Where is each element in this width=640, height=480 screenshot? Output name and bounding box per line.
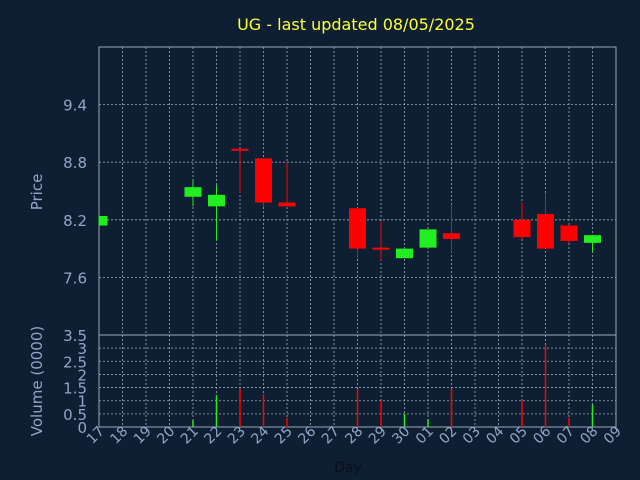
volume-bars — [192, 345, 594, 427]
candle-body — [255, 158, 272, 203]
candle-body — [372, 247, 390, 250]
candle-body — [349, 208, 366, 249]
candle-body — [396, 248, 413, 259]
volume-bar — [380, 400, 382, 427]
price-tick-label: 8.2 — [63, 212, 87, 230]
volume-bar — [521, 400, 523, 427]
candle-body — [231, 148, 249, 151]
volume-bar — [215, 395, 218, 427]
volume-tick-label: 1 — [77, 393, 87, 411]
chart-title: UG - last updated 08/05/2025 — [237, 15, 475, 34]
volume-bar — [450, 388, 453, 427]
candle-body — [184, 187, 202, 197]
price-axis-label: Price — [28, 174, 46, 211]
candle-body — [99, 215, 108, 226]
x-axis-ticks: 17 18 19 20 21 22 23 24 25 26 27 28 29 30 01 02 03 04 05 06… — [84, 423, 625, 447]
volume-bar — [544, 345, 547, 427]
volume-y-ticks: 3.532.521.510.50 — [63, 327, 87, 437]
candle-body — [419, 229, 437, 248]
volume-bar — [427, 419, 429, 427]
candle-body — [513, 219, 531, 238]
volume-bar — [591, 404, 594, 427]
candle-body — [208, 194, 225, 207]
candle-body — [537, 214, 554, 249]
price-tick-label: 9.4 — [63, 97, 87, 115]
volume-tick-label: 3.5 — [63, 327, 87, 345]
volume-tick-label: 2 — [77, 366, 87, 384]
candle-body — [443, 233, 460, 239]
volume-bar — [262, 394, 265, 427]
volume-bar — [403, 413, 406, 427]
x-axis-label: Day — [334, 460, 362, 476]
volume-tick-label: 1.5 — [63, 380, 87, 398]
candle-body — [560, 225, 578, 241]
price-tick-label: 7.6 — [63, 269, 87, 287]
volume-tick-label: 3 — [77, 340, 87, 358]
volume-tick-label: 2.5 — [63, 353, 87, 371]
price-y-ticks: 9.4 8.8 8.2 7.6 — [63, 97, 87, 288]
candle-body — [584, 235, 601, 243]
price-candles — [98, 148, 601, 261]
volume-bar — [286, 417, 288, 427]
volume-tick-label: 0 — [77, 419, 87, 437]
volume-bar — [568, 417, 570, 427]
candle-body — [278, 202, 296, 207]
volume-bar — [192, 420, 194, 427]
price-panel: 9.4 8.8 8.2 7.6 Price — [28, 46, 617, 336]
volume-panel: 3.532.521.510.50 Volume (0000) — [28, 326, 617, 437]
volume-bar — [356, 388, 359, 427]
volume-bar — [239, 388, 241, 427]
price-gridlines — [99, 47, 616, 335]
volume-tick-label: 0.5 — [63, 406, 87, 424]
price-tick-label: 8.8 — [63, 154, 87, 172]
volume-axis-label: Volume (0000) — [28, 326, 46, 436]
